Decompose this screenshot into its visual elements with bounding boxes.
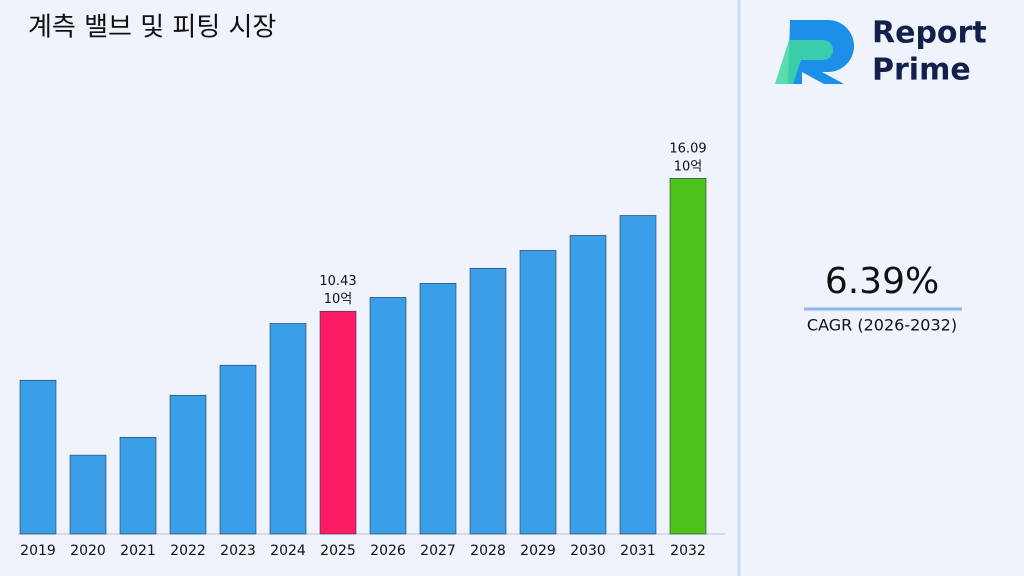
bar (69, 454, 107, 535)
logo: Report Prime (775, 16, 987, 88)
x-tick-label: 2032 (670, 543, 706, 559)
x-tick-label: 2019 (20, 543, 56, 559)
bar (469, 267, 507, 535)
logo-icon-accent (775, 40, 833, 84)
x-tick-label: 2028 (470, 543, 506, 559)
logo-text: Prime (872, 53, 971, 88)
bar (19, 379, 57, 535)
bar (119, 436, 157, 535)
bar (369, 297, 407, 535)
logo-text: Report (872, 16, 987, 51)
cagr-label: CAGR (2026-2032) (807, 316, 957, 335)
x-tick-label: 2021 (120, 543, 156, 559)
x-tick-label: 2023 (220, 543, 256, 559)
value-label-line: 16.09 (669, 141, 706, 156)
bar (219, 364, 257, 535)
bar (669, 178, 707, 535)
bar (319, 310, 357, 535)
value-label-line: 10억 (324, 292, 353, 307)
bar (519, 250, 557, 535)
value-label: 16.09 10억 (669, 141, 706, 174)
bar (269, 323, 307, 535)
x-tick-label: 2027 (420, 543, 456, 559)
x-tick-label: 2030 (570, 543, 606, 559)
x-tick-label: 2026 (370, 543, 406, 559)
x-tick-label: 2031 (620, 543, 656, 559)
x-tick-label: 2024 (270, 543, 306, 559)
chart-title: 계측 밸브 및 피팅 시장 (28, 13, 276, 43)
bar (619, 215, 657, 535)
value-label-line: 10억 (674, 159, 703, 174)
bar (169, 394, 207, 535)
x-tick-label: 2029 (520, 543, 556, 559)
x-tick-label: 2020 (70, 543, 106, 559)
x-tick-label: 2025 (320, 543, 356, 559)
value-label: 10.43 10억 (319, 274, 356, 307)
bar (419, 282, 457, 535)
x-tick-label: 2022 (170, 543, 206, 559)
cagr-value: 6.39% (825, 261, 939, 302)
value-label-line: 10.43 (319, 274, 356, 289)
bar (569, 235, 607, 535)
